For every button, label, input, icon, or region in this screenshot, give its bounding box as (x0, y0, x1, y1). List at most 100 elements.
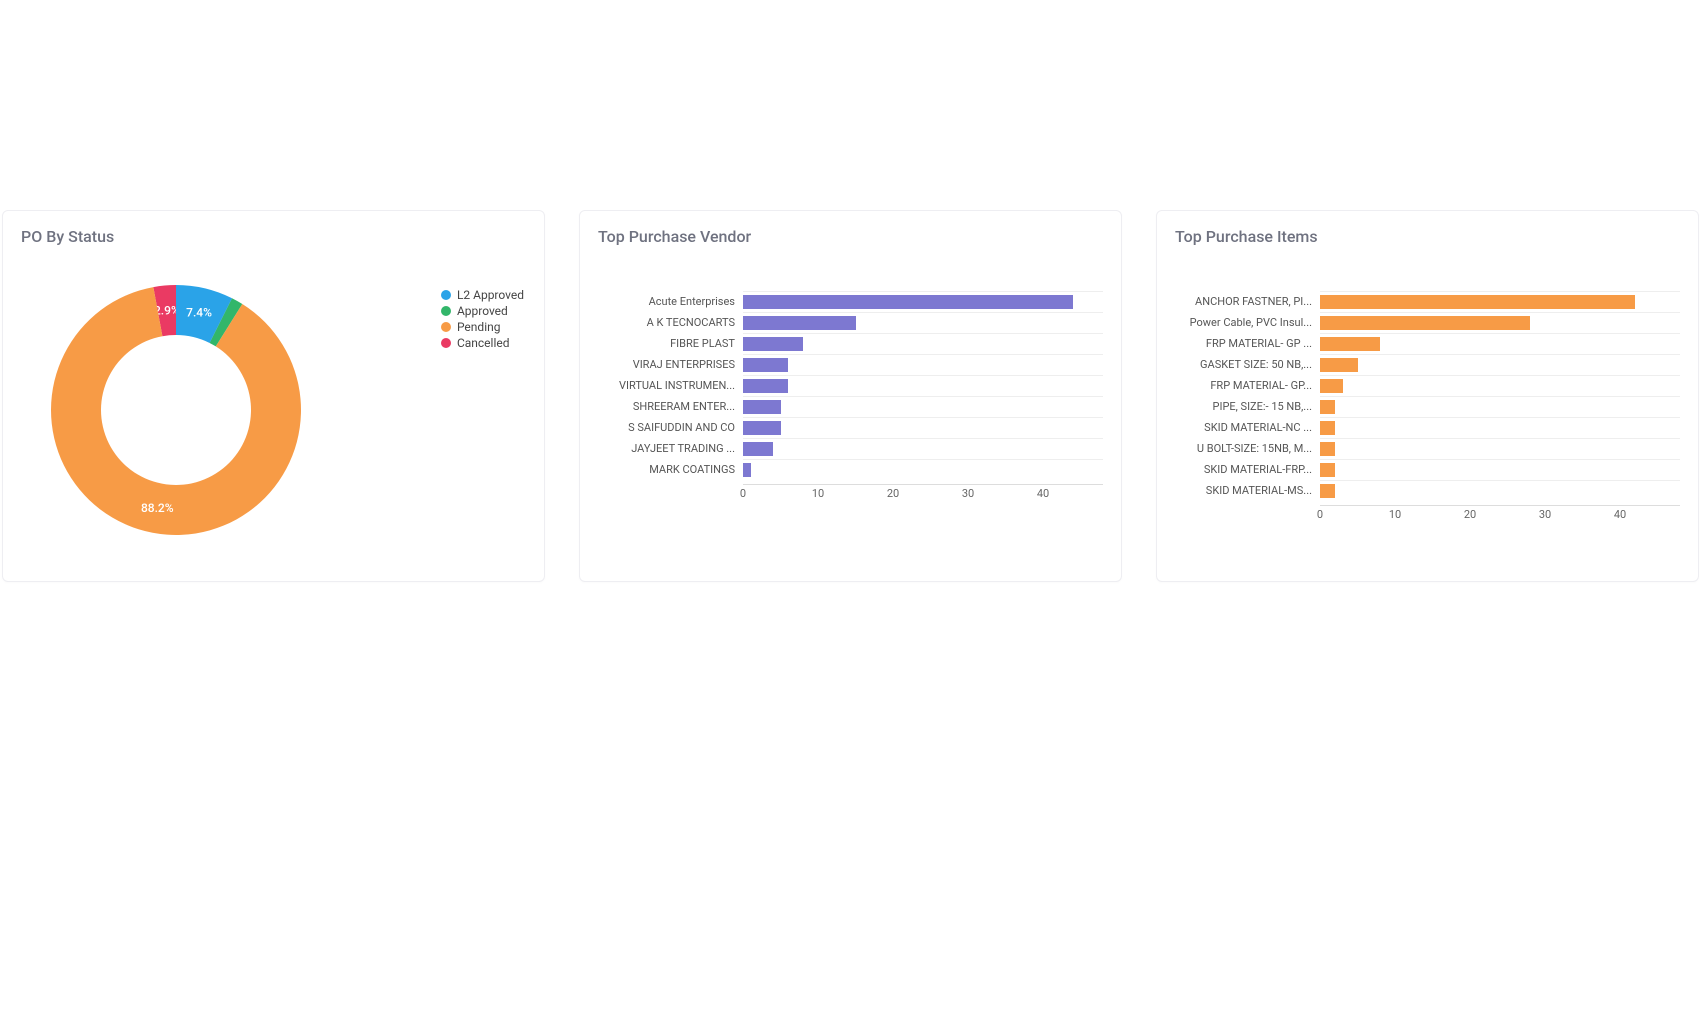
bar-row: SKID MATERIAL-NC ... (1175, 417, 1680, 438)
bar-track (1320, 354, 1680, 375)
bar-fill (1320, 400, 1335, 414)
legend-label: Pending (457, 319, 501, 335)
bar-row: A K TECNOCARTS (598, 312, 1103, 333)
bar-fill (1320, 337, 1380, 351)
bar-track (743, 354, 1103, 375)
bar-fill (1320, 421, 1335, 435)
donut-svg: 2.9%7.4%88.2% (41, 275, 311, 545)
bar-label: FIBRE PLAST (598, 337, 743, 350)
bar-track (1320, 333, 1680, 354)
bar-label: ANCHOR FASTNER, PI... (1175, 295, 1320, 308)
bar-label: A K TECNOCARTS (598, 316, 743, 329)
bar-row: PIPE, SIZE:- 15 NB,... (1175, 396, 1680, 417)
bar-track (743, 459, 1103, 480)
bar-track (1320, 417, 1680, 438)
bar-track (743, 333, 1103, 354)
legend-item: Cancelled (441, 335, 524, 351)
bar-fill (1320, 484, 1335, 498)
bar-label: VIRAJ ENTERPRISES (598, 358, 743, 371)
bar-fill (1320, 295, 1635, 309)
bar-row: JAYJEET TRADING ... (598, 438, 1103, 459)
bar-label: JAYJEET TRADING ... (598, 442, 743, 455)
legend-item: Approved (441, 303, 524, 319)
bar-label: GASKET SIZE: 50 NB,... (1175, 358, 1320, 371)
bar-row: U BOLT-SIZE: 15NB, M... (1175, 438, 1680, 459)
bar-row: FRP MATERIAL- GP ... (1175, 333, 1680, 354)
bar-label: FRP MATERIAL- GP... (1175, 379, 1320, 392)
top-vendor-chart: Acute Enterprises A K TECNOCARTS FIBRE PLA… (598, 291, 1103, 563)
axis-tick: 0 (740, 487, 746, 500)
bar-fill (743, 379, 788, 393)
bar-fill (743, 421, 781, 435)
axis-tick: 20 (887, 487, 899, 500)
bar-track (743, 375, 1103, 396)
bar-fill (743, 295, 1073, 309)
bar-track (1320, 312, 1680, 333)
po-status-card: PO By Status 2.9%7.4%88.2% L2 ApprovedAp… (2, 210, 545, 582)
legend-swatch (441, 306, 451, 316)
po-status-title: PO By Status (21, 227, 526, 246)
bar-label: FRP MATERIAL- GP ... (1175, 337, 1320, 350)
bar-fill (743, 442, 773, 456)
top-vendor-card: Top Purchase Vendor Acute Enterprises A K… (579, 210, 1122, 582)
bar-track (1320, 291, 1680, 312)
bar-track (743, 291, 1103, 312)
donut-pct-label: 88.2% (141, 501, 174, 515)
bar-row: GASKET SIZE: 50 NB,... (1175, 354, 1680, 375)
bar-track (743, 438, 1103, 459)
axis-tick: 10 (812, 487, 824, 500)
bar-row: VIRTUAL INSTRUMEN... (598, 375, 1103, 396)
legend-swatch (441, 338, 451, 348)
po-status-chart: 2.9%7.4%88.2% L2 ApprovedApprovedPending… (21, 257, 526, 563)
bar-label: SHREERAM ENTER... (598, 400, 743, 413)
bar-track (1320, 459, 1680, 480)
donut-pct-label: 7.4% (186, 306, 212, 320)
bar-label: PIPE, SIZE:- 15 NB,... (1175, 400, 1320, 413)
bar-row: MARK COATINGS (598, 459, 1103, 480)
bar-row: FIBRE PLAST (598, 333, 1103, 354)
axis-tick: 30 (962, 487, 974, 500)
bar-fill (743, 316, 856, 330)
bar-track (743, 312, 1103, 333)
bar-track (1320, 396, 1680, 417)
bar-fill (1320, 358, 1358, 372)
bar-track (1320, 375, 1680, 396)
bar-fill (1320, 379, 1343, 393)
bar-row: Acute Enterprises (598, 291, 1103, 312)
bar-label: VIRTUAL INSTRUMEN... (598, 379, 743, 392)
legend-item: L2 Approved (441, 287, 524, 303)
bar-row: SKID MATERIAL-FRP... (1175, 459, 1680, 480)
axis-tick: 40 (1037, 487, 1049, 500)
bar-track (743, 417, 1103, 438)
bar-row: SKID MATERIAL-MS... (1175, 480, 1680, 501)
axis-tick: 0 (1317, 508, 1323, 521)
axis-tick: 10 (1389, 508, 1401, 521)
bar-label: S SAIFUDDIN AND CO (598, 421, 743, 434)
bar-row: S SAIFUDDIN AND CO (598, 417, 1103, 438)
x-axis: 010203040 (1175, 505, 1680, 523)
legend-swatch (441, 322, 451, 332)
bar-label: MARK COATINGS (598, 463, 743, 476)
bar-label: U BOLT-SIZE: 15NB, M... (1175, 442, 1320, 455)
legend-swatch (441, 290, 451, 300)
top-items-card: Top Purchase Items ANCHOR FASTNER, PI...… (1156, 210, 1699, 582)
x-axis: 0 10 20 30 40 (598, 484, 1103, 502)
bar-fill (1320, 442, 1335, 456)
bar-track (1320, 438, 1680, 459)
bar-fill (743, 358, 788, 372)
bar-fill (743, 463, 751, 477)
bar-label: Power Cable, PVC Insul... (1175, 316, 1320, 329)
legend-label: Cancelled (457, 335, 510, 351)
bar-label: SKID MATERIAL-FRP... (1175, 463, 1320, 476)
top-items-title: Top Purchase Items (1175, 227, 1680, 246)
bar-fill (1320, 316, 1530, 330)
bar-fill (1320, 463, 1335, 477)
axis-ticks: 0 10 20 30 40 (743, 484, 1103, 502)
bar-track (743, 396, 1103, 417)
bar-row: VIRAJ ENTERPRISES (598, 354, 1103, 375)
bar-fill (743, 337, 803, 351)
top-vendor-title: Top Purchase Vendor (598, 227, 1103, 246)
bar-label: SKID MATERIAL-MS... (1175, 484, 1320, 497)
legend-label: Approved (457, 303, 508, 319)
dashboard-row: PO By Status 2.9%7.4%88.2% L2 ApprovedAp… (0, 210, 1701, 582)
